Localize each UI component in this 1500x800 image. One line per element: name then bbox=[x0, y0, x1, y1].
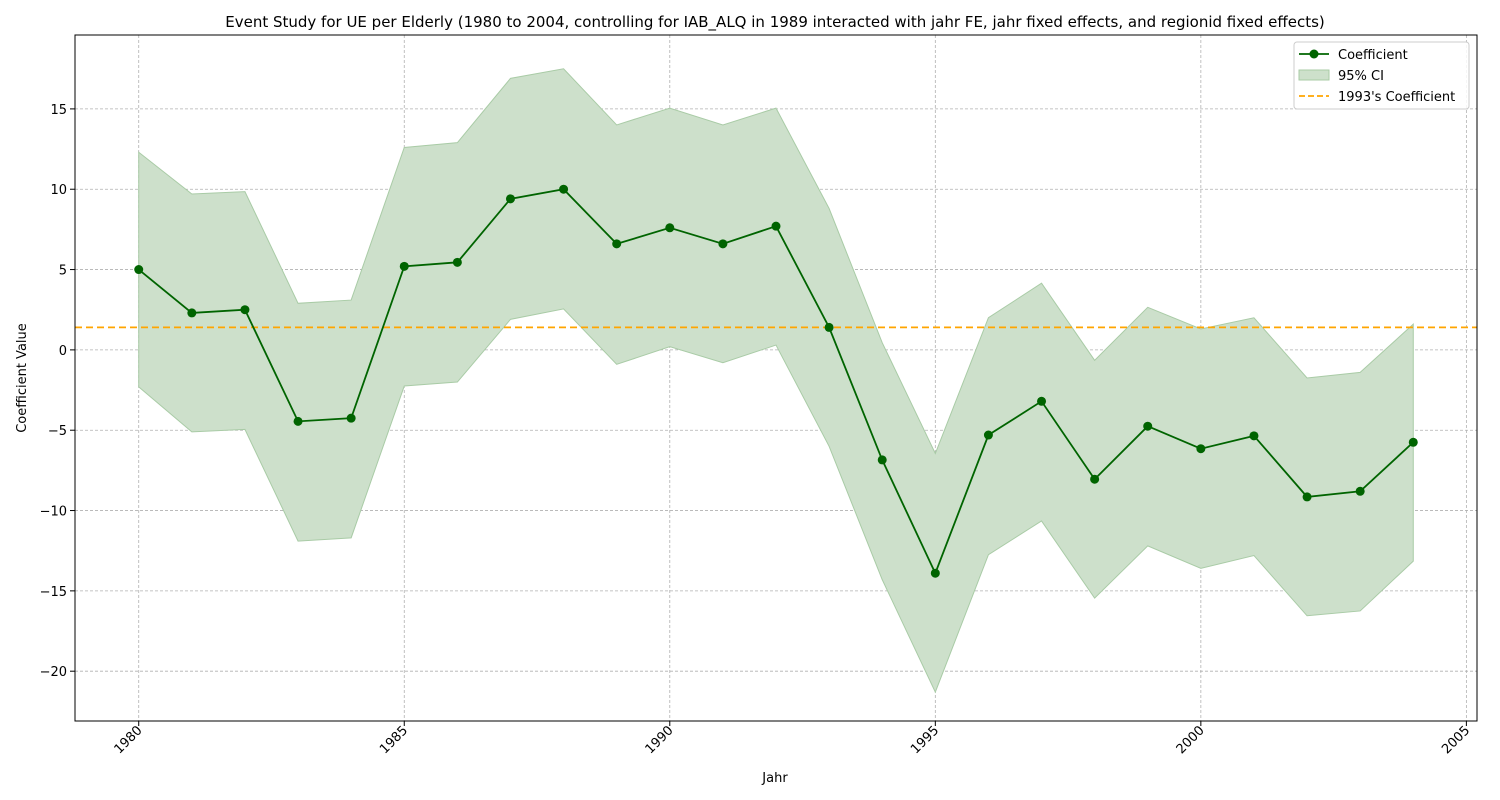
coefficient-point bbox=[983, 430, 993, 440]
y-tick-label: 0 bbox=[59, 344, 67, 359]
coefficient-point bbox=[612, 239, 622, 249]
x-axis: 1980 1985 1990 1995 2000 2005 bbox=[112, 721, 1473, 757]
y-tick-label: −5 bbox=[48, 424, 67, 439]
y-tick-label: 10 bbox=[50, 183, 67, 198]
coefficient-point bbox=[240, 305, 250, 315]
coefficient-point bbox=[718, 239, 728, 249]
y-tick-label: 5 bbox=[59, 264, 67, 279]
legend-coefficient-label: Coefficient bbox=[1338, 48, 1408, 63]
ci-band-area bbox=[138, 68, 1414, 694]
coefficient-point bbox=[293, 416, 303, 426]
y-tick-label: −20 bbox=[40, 665, 67, 680]
coefficient-point bbox=[346, 413, 356, 423]
ci-band bbox=[138, 68, 1414, 694]
legend-box bbox=[1293, 41, 1470, 110]
x-tick-label: 1990 bbox=[643, 723, 677, 757]
coefficient-point bbox=[930, 568, 940, 578]
y-tick-label: −15 bbox=[40, 585, 67, 600]
coefficient-point bbox=[1355, 486, 1365, 496]
x-tick-label: 2005 bbox=[1439, 723, 1473, 757]
coefficient-point bbox=[665, 223, 675, 233]
coefficient-point bbox=[1408, 437, 1418, 447]
coefficient-point bbox=[1037, 396, 1047, 406]
y-tick-label: −10 bbox=[40, 505, 67, 520]
x-tick-label: 1985 bbox=[377, 723, 411, 757]
x-tick-label: 1995 bbox=[908, 723, 942, 757]
x-tick-label: 1980 bbox=[112, 723, 146, 757]
coefficient-point bbox=[187, 308, 197, 318]
coefficient-point bbox=[452, 257, 462, 267]
y-tick-label: 15 bbox=[50, 103, 67, 118]
coefficient-point bbox=[559, 184, 569, 194]
coefficient-point bbox=[1196, 444, 1206, 454]
coefficient-point bbox=[877, 455, 887, 465]
chart-title: Event Study for UE per Elderly (1980 to … bbox=[225, 13, 1325, 32]
legend: Coefficient 95% CI 1993's Coefficient bbox=[1293, 41, 1470, 110]
coefficient-series bbox=[134, 184, 1418, 578]
legend-coefficient-marker bbox=[1309, 49, 1319, 59]
legend-ci-label: 95% CI bbox=[1338, 69, 1384, 84]
x-axis-label: Jahr bbox=[761, 771, 788, 786]
coefficient-point bbox=[134, 265, 144, 275]
x-tick-label: 2000 bbox=[1174, 723, 1208, 757]
y-axis: −20 −15 −10 −5 0 5 10 15 bbox=[40, 103, 75, 680]
coefficient-point bbox=[771, 221, 781, 231]
coefficient-point bbox=[1302, 492, 1312, 502]
legend-ci-swatch bbox=[1298, 69, 1330, 81]
legend-reference-label: 1993's Coefficient bbox=[1338, 90, 1455, 105]
plot-frame bbox=[74, 34, 1478, 722]
coefficient-point bbox=[1143, 421, 1153, 431]
coefficient-point bbox=[1249, 431, 1259, 441]
coefficient-point bbox=[505, 194, 515, 204]
coefficient-point bbox=[1090, 474, 1100, 484]
coefficient-point bbox=[399, 261, 409, 271]
coefficient-point bbox=[824, 322, 834, 332]
y-axis-label: Coefficient Value bbox=[15, 323, 30, 433]
